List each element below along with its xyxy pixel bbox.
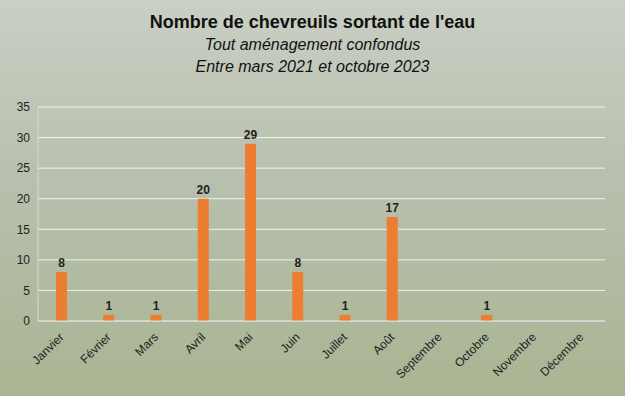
svg-text:1: 1	[342, 299, 349, 313]
svg-text:Avril: Avril	[182, 330, 208, 356]
svg-text:20: 20	[197, 183, 211, 197]
svg-text:Novembre: Novembre	[490, 330, 539, 379]
svg-text:Août: Août	[370, 330, 398, 358]
svg-text:Juillet: Juillet	[318, 330, 350, 362]
svg-text:29: 29	[244, 128, 258, 142]
html-text:Nombre de chevreuils sortant d: Nombre de chevreuils sortant de l'eau	[149, 12, 476, 32]
svg-text:35: 35	[17, 100, 31, 114]
svg-text:20: 20	[17, 192, 31, 206]
svg-text:Mai: Mai	[232, 330, 256, 354]
svg-text:Février: Février	[78, 330, 114, 366]
svg-text:1: 1	[105, 299, 112, 313]
svg-text:10: 10	[17, 253, 31, 267]
svg-text:25: 25	[17, 161, 31, 175]
html-text:Entre mars 2021 et octobre 202: Entre mars 2021 et octobre 2023	[195, 58, 430, 75]
svg-text:8: 8	[58, 256, 65, 270]
svg-text:Octobre: Octobre	[452, 330, 492, 370]
svg-text:Décembre: Décembre	[537, 330, 586, 379]
html-text:Tout aménagement confondus: Tout aménagement confondus	[204, 36, 421, 53]
svg-text:0: 0	[23, 314, 30, 328]
svg-text:Janvier: Janvier	[29, 330, 66, 367]
svg-text:30: 30	[17, 131, 31, 145]
svg-text:Juin: Juin	[277, 330, 302, 355]
svg-text:Mars: Mars	[132, 330, 161, 359]
svg-text:5: 5	[23, 284, 30, 298]
svg-text:Septembre: Septembre	[393, 330, 445, 382]
svg-text:1: 1	[483, 299, 490, 313]
svg-text:15: 15	[17, 223, 31, 237]
svg-text:17: 17	[386, 201, 400, 215]
svg-text:1: 1	[153, 299, 160, 313]
svg-text:8: 8	[294, 256, 301, 270]
